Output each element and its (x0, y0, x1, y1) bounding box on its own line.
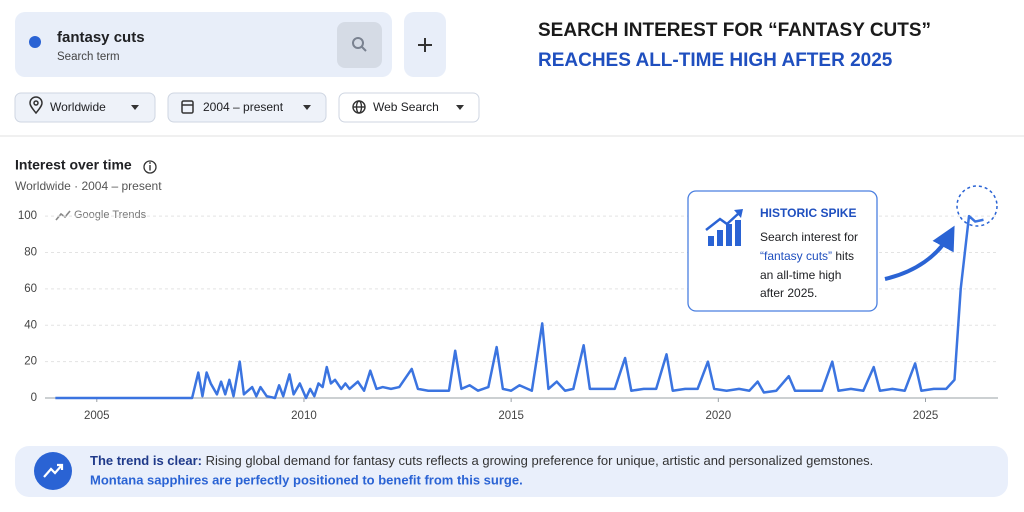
x-tick-label: 2020 (706, 410, 732, 422)
pin-icon (29, 96, 43, 115)
callout-text: Search interest for (760, 230, 858, 244)
callout-text-rest: hits (832, 249, 854, 263)
x-tick-label: 2010 (291, 410, 317, 422)
y-tick-label: 60 (24, 283, 37, 295)
watermark: Google Trends (74, 209, 147, 221)
filter-label: 2004 – present (203, 100, 284, 114)
filter-label: Web Search (373, 100, 439, 114)
panel-title: Interest over time (15, 157, 132, 173)
dropdown-arrow (303, 105, 311, 110)
footer-box (15, 446, 1008, 497)
headline: REACHES ALL-TIME HIGH AFTER 2025 (538, 50, 893, 71)
panel-subtitle: Worldwide · 2004 – present (15, 179, 162, 193)
peak-highlight (956, 185, 998, 227)
callout-text: “fantasy cuts” hits (760, 249, 854, 263)
filter-pill[interactable] (14, 92, 156, 123)
y-tick-label: 0 (31, 392, 37, 404)
callout-title: HISTORIC SPIKE (760, 206, 856, 220)
callout-highlight: “fantasy cuts” (760, 249, 832, 263)
trends-icon (55, 210, 71, 221)
y-tick-label: 40 (24, 319, 37, 331)
plus-icon (418, 38, 432, 52)
search-box[interactable] (15, 12, 392, 77)
footer-lead: The trend is clear: (90, 453, 202, 468)
growth-icon (705, 209, 743, 246)
filter-label: Worldwide (50, 100, 106, 114)
search-caption: Search term (57, 51, 120, 63)
x-tick-label: 2015 (498, 410, 524, 422)
calendar-icon (181, 100, 194, 114)
dropdown-arrow (456, 105, 464, 110)
x-tick-label: 2005 (84, 410, 110, 422)
footer-line2: Montana sapphires are perfectly position… (90, 472, 523, 487)
search-term: fantasy cuts (57, 29, 145, 46)
trend-line (55, 214, 984, 400)
filter-pill[interactable] (167, 92, 327, 123)
callout-arrow (884, 225, 955, 281)
search-button[interactable] (337, 22, 382, 68)
term-dot (29, 36, 41, 48)
filter-pill[interactable] (338, 92, 480, 123)
callout-text: after 2025. (760, 286, 817, 300)
footer-body: Rising global demand for fantasy cuts re… (202, 453, 873, 468)
globe-icon (352, 100, 366, 114)
footer-text: The trend is clear: Rising global demand… (90, 453, 873, 468)
dropdown-arrow (131, 105, 139, 110)
y-tick-label: 80 (24, 247, 37, 259)
search-icon (352, 37, 367, 52)
x-tick-label: 2025 (913, 410, 939, 422)
y-tick-label: 20 (24, 356, 37, 368)
callout-text: an all-time high (760, 268, 841, 282)
y-tick-label: 100 (18, 210, 37, 222)
footer-icon-arrow (43, 463, 64, 478)
headline: SEARCH INTEREST FOR “FANTASY CUTS” (538, 20, 931, 41)
info-icon (143, 160, 157, 174)
